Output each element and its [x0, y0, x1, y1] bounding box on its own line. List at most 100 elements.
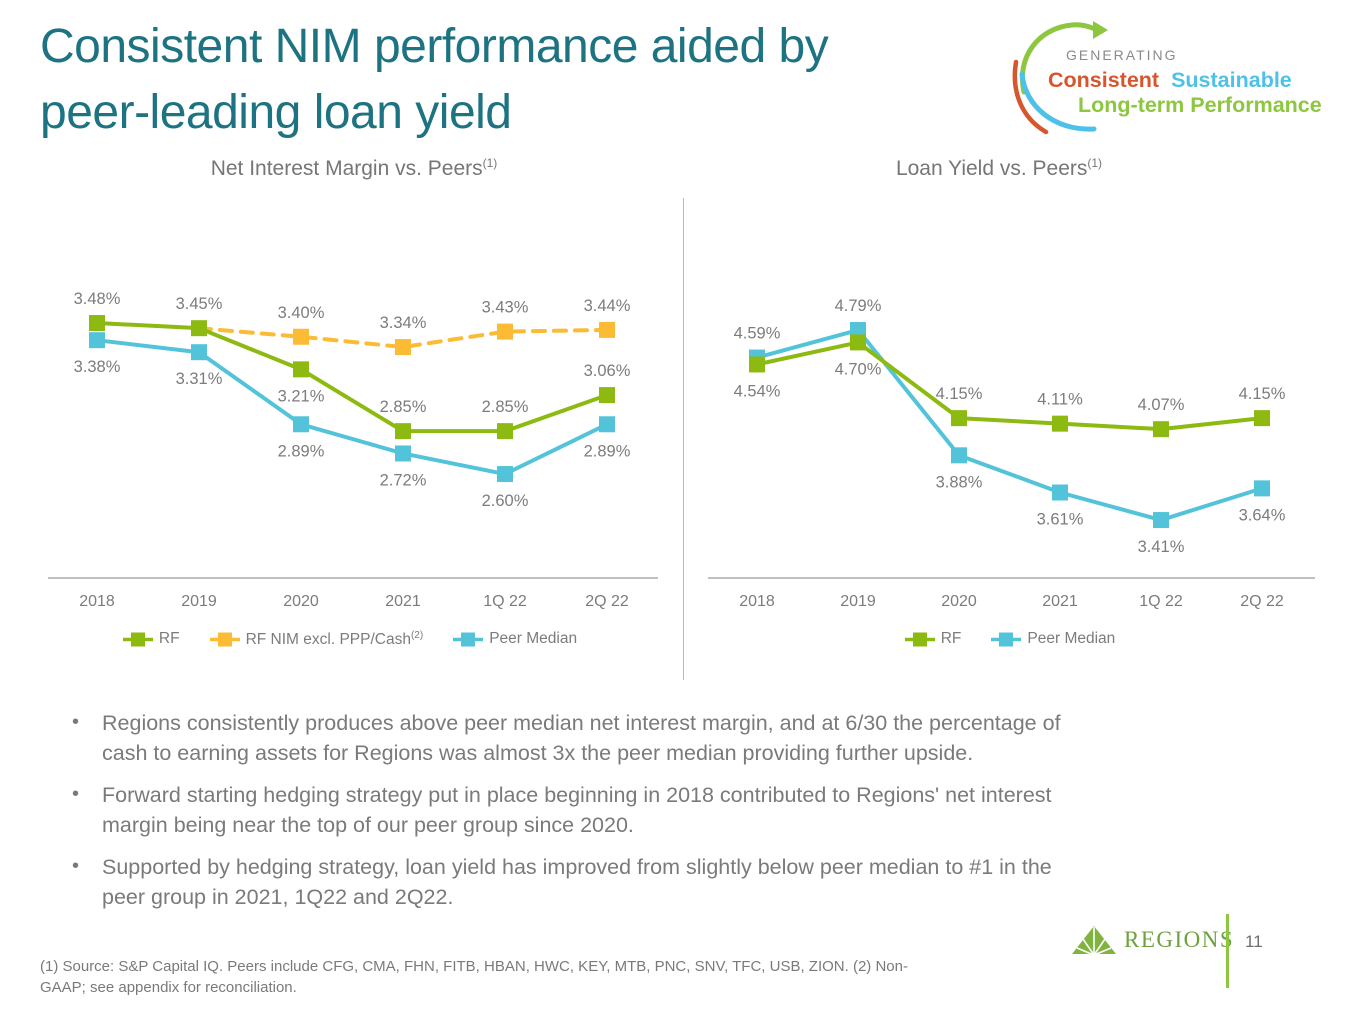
data-point-marker: [599, 321, 615, 338]
source-footnote: (1) Source: S&P Capital IQ. Peers includ…: [40, 958, 908, 996]
legend-item-rf: RF: [122, 630, 180, 648]
data-point-label: 3.44%: [584, 297, 631, 315]
data-point-label: 3.45%: [176, 295, 223, 313]
series-peer-median: 4.59% 4.79% 3.88% 3.61% 3.41% 3.64%: [734, 297, 1286, 556]
data-point-label: 4.15%: [1239, 385, 1286, 403]
data-point-marker: [497, 423, 513, 440]
bullet-item: • Supported by hedging strategy, loan yie…: [72, 852, 1334, 912]
data-point-label: 4.59%: [734, 325, 781, 343]
nim-title-footref: (1): [482, 156, 498, 170]
data-point-marker: [89, 332, 105, 349]
legend-item-rf-nim-excl-ppp-cash: RF NIM excl. PPP/Cash(2): [209, 630, 424, 649]
x-tick-label: 1Q 22: [483, 593, 527, 610]
data-point-marker: [191, 320, 207, 337]
data-point-marker: [599, 416, 615, 433]
data-point-label: 3.88%: [936, 473, 983, 491]
badge-sustainable-label: Sustainable: [1171, 68, 1292, 92]
loan-yield-chart-title: Loan Yield vs. Peers(1): [895, 156, 1103, 180]
nim-chart-legend: RF RF NIM excl. PPP/Cash(2) Peer Median: [40, 630, 660, 649]
loan-yield-chart-svg: 2018 2019 2020 2021 1Q 22 2Q 22 4.59% 4.79% 3.88…: [708, 297, 1315, 610]
data-point-label: 3.61%: [1037, 511, 1084, 529]
data-point-marker: [951, 447, 967, 464]
data-point-marker: [850, 322, 866, 339]
x-tick-label: 2019: [181, 593, 217, 610]
regions-wordmark: REGIONS: [1124, 927, 1235, 952]
x-tick-label: 2Q 22: [585, 593, 629, 610]
badge-generating-label: GENERATING: [1066, 47, 1178, 63]
data-point-marker: [951, 410, 967, 427]
series-rf: 4.54% 4.70% 4.15% 4.11% 4.07% 4.15%: [734, 334, 1286, 438]
data-point-label: 2.89%: [278, 442, 325, 460]
data-point-label: 3.06%: [584, 362, 631, 380]
series-line: [95, 321, 609, 434]
legend-label: RF: [940, 630, 962, 647]
data-point-label: 4.70%: [835, 360, 882, 378]
data-point-marker: [191, 344, 207, 361]
legend-label-footref: (2): [410, 630, 424, 641]
legend-item-rf: RF: [904, 630, 962, 648]
bullet-marker: •: [72, 783, 80, 806]
series-line: [95, 338, 609, 477]
series-line: [755, 340, 1264, 432]
x-tick-label: 2018: [79, 593, 115, 610]
data-point-label: 4.79%: [835, 297, 882, 315]
x-tick-label: 1Q 22: [1139, 593, 1183, 610]
legend-item-peer-median: Peer Median: [991, 630, 1115, 648]
bullet-marker: •: [72, 711, 80, 733]
data-point-label: 3.31%: [176, 370, 223, 388]
data-point-marker: [293, 416, 309, 433]
data-point-marker: [89, 315, 105, 332]
nim-chart-svg: 2018 2019 2020 2021 1Q 22 2Q 22 3.38% 3.31% 2.89…: [48, 290, 658, 610]
data-point-marker: [749, 356, 765, 373]
bullet-item: • Regions consistently produces above pee…: [72, 708, 1334, 768]
legend-item-peer-median: Peer Median: [453, 630, 577, 648]
nim-chart-title: Net Interest Margin vs. Peers(1): [210, 156, 498, 180]
legend-marker-icon: [904, 632, 935, 646]
data-point-label: 2.60%: [482, 492, 529, 510]
data-point-label: 2.85%: [482, 398, 529, 416]
data-point-label: 4.54%: [734, 382, 781, 400]
legend-label: Peer Median: [1027, 630, 1116, 647]
x-tick-label: 2Q 22: [1240, 593, 1284, 610]
x-tick-label: 2021: [385, 593, 421, 610]
chart-divider-line: [683, 198, 684, 680]
data-point-marker: [599, 387, 615, 404]
data-point-marker: [293, 361, 309, 378]
x-tick-label: 2021: [1042, 593, 1078, 610]
series-line: [755, 328, 1264, 523]
data-point-marker: [1254, 480, 1270, 497]
data-point-label: 3.64%: [1239, 506, 1286, 524]
data-point-label: 4.11%: [1037, 391, 1083, 409]
data-point-label: 3.38%: [74, 358, 121, 376]
svg-text:Consistent Sustainable: Consistent Sustainable: [1048, 68, 1292, 92]
badge-longterm-label: Long-term Performance: [1078, 93, 1322, 117]
legend-marker-icon: [991, 632, 1022, 646]
series-rf: 3.48% 3.45% 3.21% 2.85% 2.85% 3.06%: [74, 290, 631, 440]
x-tick-label: 2018: [739, 593, 775, 610]
data-point-label: 2.89%: [584, 442, 631, 460]
data-point-label: 3.21%: [278, 387, 325, 405]
page-number: 11: [1245, 932, 1263, 951]
bullet-item: • Forward starting hedging strategy put i…: [72, 780, 1334, 840]
series-line: [197, 326, 609, 350]
data-point-label: 3.43%: [482, 299, 529, 317]
data-point-label: 3.34%: [380, 314, 427, 332]
legend-label: RF NIM excl. PPP/Cash(2): [245, 630, 424, 649]
slide-title: Consistent NIM performance aided by peer…: [40, 20, 829, 140]
series-rf-nim-excl-ppp-cash: 3.40% 3.34% 3.43% 3.44%: [197, 297, 631, 356]
legend-marker-icon: [122, 632, 153, 646]
bullet-marker: •: [72, 855, 80, 878]
data-point-label: 2.72%: [380, 471, 427, 489]
bullet-text: Regions consistently produces above peer…: [102, 711, 1061, 766]
bullet-text: Supported by hedging strategy, loan yiel…: [102, 855, 1052, 910]
data-point-label: 3.41%: [1138, 538, 1185, 556]
legend-label: RF: [158, 630, 180, 647]
data-point-marker: [395, 339, 411, 356]
data-point-label: 3.40%: [278, 304, 325, 322]
data-point-marker: [395, 445, 411, 462]
data-point-marker: [1153, 512, 1169, 529]
data-point-marker: [1254, 410, 1270, 427]
data-point-marker: [850, 334, 866, 351]
data-point-label: 4.07%: [1138, 396, 1185, 414]
data-point-label: 4.15%: [936, 385, 983, 403]
